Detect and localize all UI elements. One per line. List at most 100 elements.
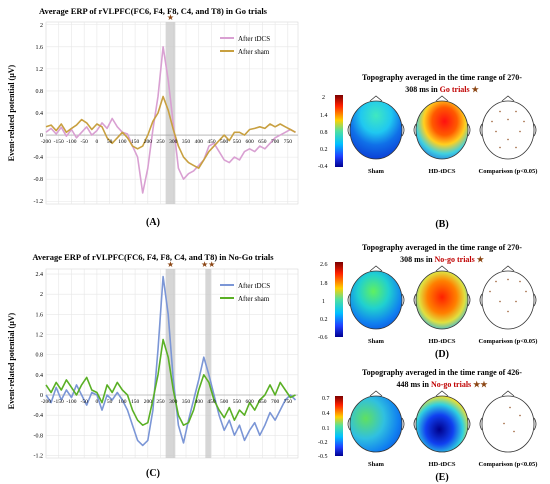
erp-nogo-plot: 2.4 2 1.6 1.2 0.8 0.4 0 -0.4 -0.8 -1.2 -200 -150 -1… — [34, 260, 299, 459]
legend: After tDCS After sham — [220, 282, 270, 303]
svg-text:*: * — [515, 301, 518, 306]
scale-label-0: 2 — [322, 95, 325, 101]
x-tick-labels: -200 -150 -100 -50 0 50 100 150 200 250 300 350 400 4… — [41, 399, 292, 405]
y-tick-label: 0.8 — [36, 353, 44, 359]
topo-label-sham: Sham — [368, 461, 384, 468]
topo-label-comparison: Comparison (p<0.05) — [479, 461, 538, 468]
erp-go-plot: 2 1.6 1.2 0.8 0.4 0 -0.4 -0.8 -1.2 -200 -150 -100-… — [34, 13, 299, 205]
scale-label-1: 0.4 — [322, 411, 330, 417]
x-tick-label: -100 — [66, 399, 76, 405]
x-tick-label: 300 — [169, 139, 178, 145]
topo-nogo-title-line2: 308 ms in No-go trials ★ — [400, 255, 485, 264]
y-tick-label: -0.4 — [34, 413, 44, 419]
title-prefix: 308 ms in — [400, 255, 434, 264]
svg-text:*: * — [519, 131, 522, 136]
x-tick-label: 450 — [207, 139, 216, 145]
x-tick-label: 150 — [131, 399, 140, 405]
topo-late-title-line1: Topography averaged in the time range of… — [362, 368, 522, 377]
y-tick-label: 1.6 — [36, 312, 44, 318]
svg-text:*: * — [515, 111, 518, 116]
legend-label: After tDCS — [238, 282, 270, 290]
x-tick-label: 150 — [131, 139, 140, 145]
x-tick-label: 500 — [220, 399, 229, 405]
series-line — [45, 338, 296, 426]
color-scale-bar — [335, 396, 343, 456]
significance-star: ★ — [167, 13, 174, 22]
y-tick-labels: 2.4 2 1.6 1.2 0.8 0.4 0 -0.4 -0.8 -1.2 — [34, 272, 44, 459]
svg-text:*: * — [523, 121, 526, 126]
x-tick-label: 200 — [144, 399, 153, 405]
scale-label-1: 1.4 — [320, 113, 328, 119]
x-tick-label: 650 — [258, 399, 267, 405]
x-tick-label: 550 — [233, 139, 242, 145]
title-star: ★★ — [473, 380, 488, 389]
topo-map-comparison: * * * * — [479, 390, 537, 453]
erp-go-title: Average ERP of rVLPFC(FC6, F4, F8, C4, a… — [39, 6, 268, 16]
x-tick-label: 500 — [220, 139, 229, 145]
svg-text:*: * — [513, 431, 516, 436]
y-tick-label: 0.4 — [36, 373, 44, 379]
topo-late-title-line2: 448 ms in No-go trials ★★ — [396, 380, 488, 389]
x-tick-label: 50 — [107, 139, 113, 145]
x-tick-label: 650 — [258, 139, 267, 145]
series-lines — [45, 275, 297, 447]
topo-map-hdtdcs — [413, 390, 471, 453]
y-tick-label: 2 — [40, 292, 43, 298]
topography-nogo-late-panel: Topography averaged in the time range of… — [318, 368, 537, 483]
legend-label: After tDCS — [238, 35, 270, 43]
x-tick-label: 400 — [195, 139, 204, 145]
scale-label-0: 2.6 — [320, 262, 328, 268]
y-tick-label: 1.6 — [36, 45, 44, 51]
x-tick-label: 50 — [107, 399, 113, 405]
x-tick-label: 350 — [182, 139, 191, 145]
highlight-windows — [165, 22, 176, 204]
svg-text:*: * — [519, 281, 522, 286]
topography-nogo-panel: Topography averaged in the time range of… — [318, 243, 537, 360]
x-tick-label: 400 — [195, 399, 204, 405]
y-tick-label: 2.4 — [36, 272, 44, 278]
svg-text:*: * — [495, 131, 498, 136]
x-tick-label: 750 — [284, 399, 293, 405]
color-scale-bar — [335, 95, 343, 167]
x-tick-label: 300 — [169, 399, 178, 405]
x-tick-label: 450 — [207, 399, 216, 405]
topo-map-hdtdcs — [413, 95, 471, 160]
x-tick-label: -50 — [81, 399, 89, 405]
topo-label-comparison: Comparison (p<0.05) — [479, 338, 538, 345]
erp-nogo-ylabel: Event-related potential (μV) — [7, 312, 16, 409]
erp-go-ylabel: Event-related potential (μV) — [7, 64, 16, 161]
topo-label-hdtdcs: HD-tDCS — [428, 168, 455, 175]
x-tick-label: 250 — [156, 139, 165, 145]
x-tick-label: 350 — [182, 399, 191, 405]
significance-markers: ★ — [167, 13, 174, 22]
title-star: ★ — [472, 85, 480, 94]
legend-label: After sham — [238, 295, 270, 303]
svg-text:*: * — [499, 301, 502, 306]
y-tick-label: 1.2 — [36, 67, 44, 73]
scale-label-2: 0.8 — [320, 130, 328, 136]
x-tick-label: 0 — [96, 399, 99, 405]
series-lines — [45, 46, 296, 194]
series-line — [45, 46, 296, 194]
y-tick-label: 0 — [40, 133, 43, 139]
panel-letter-c: (C) — [146, 468, 160, 479]
scale-label-3: -0.2 — [318, 440, 328, 446]
x-tick-label: -50 — [81, 139, 89, 145]
highlight-window — [165, 22, 176, 204]
x-tick-label: -100 — [66, 139, 76, 145]
topo-label-hdtdcs: HD-tDCS — [428, 461, 455, 468]
topo-label-sham: Sham — [368, 168, 384, 175]
significant-electrodes: * * * * * * * * — [489, 279, 528, 316]
legend-label: After sham — [238, 48, 270, 56]
scale-label-4: -0.6 — [318, 335, 328, 341]
svg-text:*: * — [495, 281, 498, 286]
svg-text:*: * — [525, 291, 528, 296]
scale-label-1: 1.8 — [320, 281, 328, 287]
x-tick-label: 700 — [271, 399, 280, 405]
title-colored: Go trials — [440, 85, 470, 94]
x-tick-label: -150 — [54, 399, 64, 405]
scale-label-3: 0.2 — [320, 317, 328, 323]
scale-label-2: 1 — [322, 299, 325, 305]
y-tick-label: 2 — [40, 23, 43, 29]
